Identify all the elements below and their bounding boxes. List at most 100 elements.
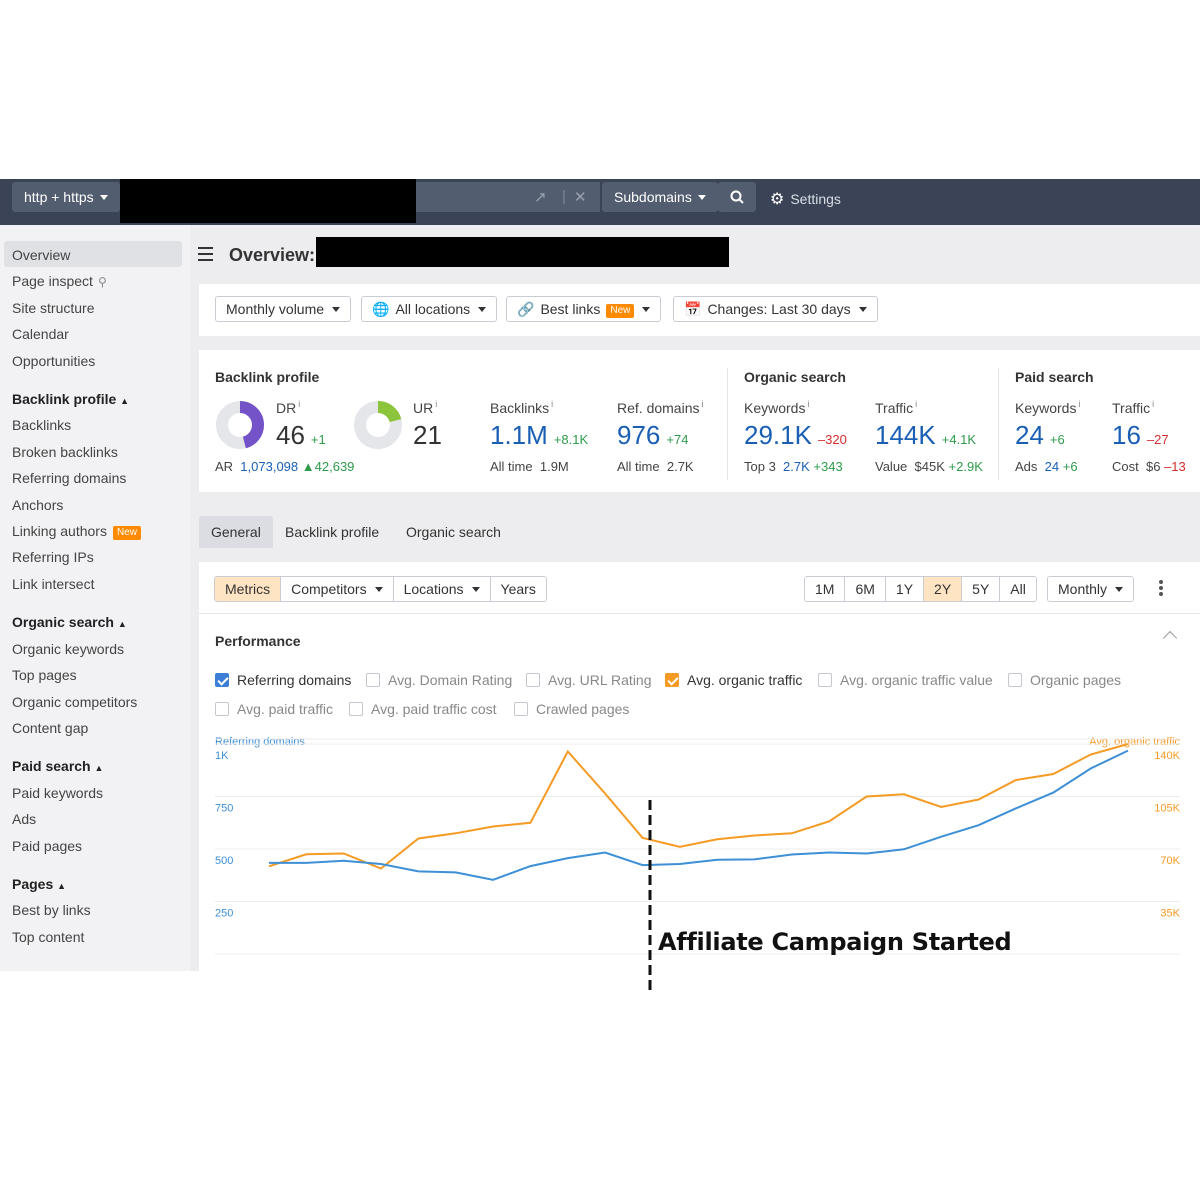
org-keywords-value[interactable]: 29.1K –320	[744, 420, 847, 450]
checkbox-crawled-pages[interactable]: Crawled pages	[514, 701, 629, 717]
sidebar-item-site-structure[interactable]: Site structure	[12, 300, 95, 316]
sidebar-item-referring-domains[interactable]: Referring domains	[12, 470, 127, 486]
caret-down-icon	[99, 195, 108, 200]
org-top3: Top 3 2.7K +343	[744, 459, 843, 474]
locations-dropdown[interactable]: 🌐 All locations	[361, 296, 498, 322]
sidebar-item-paid-keywords[interactable]: Paid keywords	[12, 785, 104, 801]
checkbox-referring-domains[interactable]: Referring domains	[215, 672, 351, 688]
range-5y[interactable]: 5Y	[962, 577, 1001, 601]
tab-backlink-profile[interactable]: Backlink profile	[285, 524, 380, 540]
backlinks-value[interactable]: 1.1M +8.1K	[490, 420, 589, 450]
sidebar-item-page-inspect[interactable]: Page inspect ⚲	[12, 273, 107, 289]
sidebar-item-label: Linking authors	[12, 523, 107, 539]
range-1y[interactable]: 1Y	[885, 577, 925, 601]
metrics-button[interactable]: Metrics	[215, 577, 282, 601]
calendar-icon: 📅	[684, 301, 702, 317]
checkbox-avg-domain-rating[interactable]: Avg. Domain Rating	[366, 672, 512, 688]
granularity-label: Monthly	[1048, 577, 1134, 601]
paid-keywords-value[interactable]: 24 +6	[1015, 420, 1065, 450]
paid-keywords-delta: +6	[1049, 432, 1065, 447]
checkbox-avg-organic-traffic-value[interactable]: Avg. organic traffic value	[818, 672, 993, 688]
sidebar-item-best-by-links[interactable]: Best by links	[12, 902, 91, 918]
org-traffic-value[interactable]: 144K +4.1K	[875, 420, 977, 450]
series-line-referring-domains	[269, 749, 1129, 881]
paid-ads-row: Ads 24 +6	[1015, 459, 1078, 474]
granularity-dropdown[interactable]: Monthly	[1047, 576, 1135, 602]
checkbox-avg-paid-traffic-cost[interactable]: Avg. paid traffic cost	[349, 701, 497, 717]
paid-search-heading: Paid search	[1015, 369, 1094, 385]
checkbox-organic-pages[interactable]: Organic pages	[1008, 672, 1121, 688]
sidebar-section-paid-search[interactable]: Paid search ▲	[12, 758, 103, 774]
sidebar-section-pages[interactable]: Pages ▲	[12, 876, 66, 892]
refdomains-delta: +74	[666, 432, 689, 447]
search-icon: ⚲	[97, 275, 107, 289]
range-2y[interactable]: 2Y	[924, 577, 963, 601]
ur-donut	[354, 401, 402, 449]
checkbox-avg-url-rating[interactable]: Avg. URL Rating	[526, 672, 652, 688]
search-button[interactable]	[718, 182, 756, 212]
sidebar-item-ads[interactable]: Ads	[12, 811, 37, 827]
range-1m[interactable]: 1M	[805, 577, 846, 601]
caret-up-icon: ▲	[57, 881, 67, 891]
backlink-profile-heading: Backlink profile	[215, 369, 320, 385]
divider	[199, 613, 1200, 614]
dr-delta: +1	[310, 432, 326, 447]
best-links-dropdown[interactable]: 🔗 Best links New	[506, 296, 662, 322]
paid-traffic-value[interactable]: 16 –27	[1112, 420, 1169, 450]
sidebar-item-referring-ips[interactable]: Referring IPs	[12, 549, 94, 565]
org-traffic-value-row: Value $45K +2.9K	[875, 459, 983, 474]
settings-button[interactable]: ⚙ Settings	[770, 189, 841, 209]
sidebar-item-link-intersect[interactable]: Link intersect	[12, 576, 95, 592]
sidebar-item-anchors[interactable]: Anchors	[12, 497, 64, 513]
protocol-dropdown[interactable]: http + https	[12, 182, 120, 212]
sidebar-item-opportunities[interactable]: Opportunities	[12, 353, 96, 369]
more-options-icon[interactable]	[1159, 580, 1165, 598]
section-label: Pages	[12, 876, 54, 892]
sidebar-section-backlink-profile[interactable]: Backlink profile ▲	[12, 391, 129, 407]
subdomains-dropdown[interactable]: Subdomains	[602, 182, 718, 212]
range-6m[interactable]: 6M	[845, 577, 886, 601]
sidebar-active-highlight	[4, 241, 182, 267]
sidebar-item-calendar[interactable]: Calendar	[12, 326, 69, 342]
chevron-up-icon[interactable]	[1162, 630, 1178, 646]
refdomains-alltime: All time 2.7K	[617, 459, 694, 474]
sidebar-item-linking-authors[interactable]: Linking authors New	[12, 523, 141, 540]
protocol-label: http + https	[24, 189, 94, 205]
years-button[interactable]: Years	[490, 577, 546, 601]
caret-down-icon	[697, 195, 706, 200]
sidebar-item-overview[interactable]: Overview	[12, 247, 71, 263]
sidebar-item-broken-backlinks[interactable]: Broken backlinks	[12, 444, 118, 460]
sidebar-item-backlinks[interactable]: Backlinks	[12, 417, 72, 433]
section-label: Backlink profile	[12, 391, 117, 407]
menu-icon[interactable]	[198, 247, 214, 261]
range-all[interactable]: All	[1000, 577, 1036, 601]
sidebar-item-paid-pages[interactable]: Paid pages	[12, 838, 83, 854]
open-external-icon[interactable]: ↗	[534, 189, 547, 206]
changes-dropdown[interactable]: 📅 Changes: Last 30 days	[673, 296, 878, 322]
sidebar-section-organic-search[interactable]: Organic search ▲	[12, 614, 127, 630]
paid-traffic-delta: –27	[1146, 432, 1169, 447]
caret-down-icon	[332, 307, 341, 312]
new-badge: New	[606, 304, 635, 318]
sidebar-item-organic-keywords[interactable]: Organic keywords	[12, 641, 125, 657]
backlinks-alltime: All time 1.9M	[490, 459, 569, 474]
close-icon[interactable]: ✕	[574, 189, 587, 206]
tab-general[interactable]: General	[199, 516, 273, 548]
sidebar-item-top-content[interactable]: Top content	[12, 929, 85, 945]
checkbox-avg-paid-traffic[interactable]: Avg. paid traffic	[215, 701, 333, 717]
org-traffic-label: Traffic i	[875, 399, 918, 416]
url-field[interactable]: ↗ | ✕	[416, 182, 600, 212]
left-tick-label: 250	[215, 908, 233, 920]
checkbox-avg-organic-traffic[interactable]: Avg. organic traffic	[665, 672, 802, 688]
ar-row: AR 1,073,098 ▲42,639	[215, 459, 355, 474]
sidebar-item-content-gap[interactable]: Content gap	[12, 720, 89, 736]
refdomains-value[interactable]: 976 +74	[617, 420, 689, 450]
tab-organic-search[interactable]: Organic search	[406, 524, 501, 540]
caret-up-icon: ▲	[120, 396, 130, 406]
monthly-volume-dropdown[interactable]: Monthly volume	[215, 296, 352, 322]
sidebar-item-organic-competitors[interactable]: Organic competitors	[12, 694, 138, 710]
locations-chart-dropdown[interactable]: Locations	[393, 577, 491, 601]
competitors-dropdown[interactable]: Competitors	[281, 577, 394, 601]
organic-search-heading: Organic search	[744, 369, 846, 385]
sidebar-item-top-pages[interactable]: Top pages	[12, 667, 77, 683]
